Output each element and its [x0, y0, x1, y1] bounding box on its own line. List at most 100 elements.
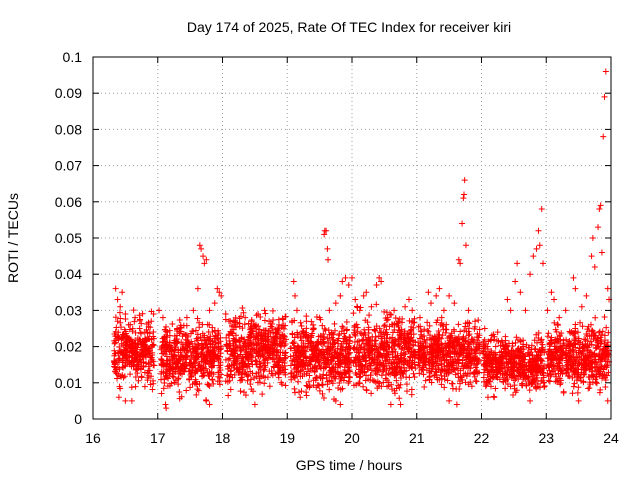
- data-point: [405, 348, 412, 355]
- data-point: [472, 347, 479, 354]
- data-point: [292, 292, 299, 299]
- data-point: [125, 321, 132, 328]
- data-point: [253, 350, 260, 357]
- data-point: [204, 321, 211, 328]
- data-point: [545, 330, 552, 337]
- data-point: [370, 360, 377, 367]
- data-point: [376, 325, 383, 332]
- data-point: [266, 383, 273, 390]
- data-point: [453, 386, 460, 393]
- data-point: [261, 343, 268, 350]
- data-point: [517, 289, 524, 296]
- data-point: [463, 328, 470, 335]
- data-point: [574, 389, 581, 396]
- data-point: [601, 345, 608, 352]
- data-point: [522, 366, 529, 373]
- data-point: [149, 386, 156, 393]
- data-point: [557, 351, 564, 358]
- data-point: [241, 389, 248, 396]
- data-point: [570, 330, 577, 337]
- data-point: [585, 344, 592, 351]
- data-point: [130, 307, 137, 314]
- data-point: [376, 274, 383, 281]
- data-point: [318, 365, 325, 372]
- data-point: [424, 327, 431, 334]
- data-point: [389, 321, 396, 328]
- data-point: [433, 369, 440, 376]
- data-point: [597, 334, 604, 341]
- data-point: [131, 318, 138, 325]
- data-point: [436, 334, 443, 341]
- data-point: [324, 381, 331, 388]
- data-point: [232, 321, 239, 328]
- data-point: [459, 357, 466, 364]
- data-point: [120, 374, 127, 381]
- data-point: [236, 315, 243, 322]
- data-point: [392, 315, 399, 322]
- data-point: [132, 366, 139, 373]
- data-point: [334, 354, 341, 361]
- data-point: [199, 321, 206, 328]
- data-point: [321, 340, 328, 347]
- data-point: [368, 367, 375, 374]
- data-point: [315, 350, 322, 357]
- data-point: [360, 346, 367, 353]
- data-point: [136, 317, 143, 324]
- data-point: [249, 354, 256, 361]
- data-point: [585, 385, 592, 392]
- data-point: [210, 371, 217, 378]
- data-point: [382, 358, 389, 365]
- data-point: [550, 354, 557, 361]
- data-point: [480, 350, 487, 357]
- data-point: [378, 329, 385, 336]
- data-point: [378, 383, 385, 390]
- data-point: [287, 353, 294, 360]
- data-point: [237, 344, 244, 351]
- data-point: [223, 334, 230, 341]
- data-point: [457, 373, 464, 380]
- data-point: [390, 368, 397, 375]
- data-point: [151, 362, 158, 369]
- data-point: [462, 362, 469, 369]
- data-point: [344, 368, 351, 375]
- y-tick-label: 0.04: [55, 266, 82, 282]
- data-point: [206, 369, 213, 375]
- data-point: [237, 388, 244, 395]
- data-point: [548, 334, 555, 341]
- data-point: [128, 397, 135, 404]
- data-point: [435, 328, 442, 335]
- data-point: [255, 311, 262, 318]
- data-point: [350, 310, 357, 317]
- data-point: [274, 329, 281, 336]
- data-point: [227, 318, 234, 325]
- data-point: [465, 307, 472, 314]
- data-point: [298, 322, 305, 329]
- data-point: [276, 340, 283, 347]
- data-point: [138, 330, 145, 337]
- data-point: [530, 253, 537, 260]
- data-point: [566, 358, 573, 365]
- data-point: [335, 370, 342, 377]
- data-point: [596, 371, 603, 378]
- data-point: [373, 354, 380, 361]
- data-point: [420, 371, 427, 378]
- data-point: [325, 256, 332, 263]
- data-point: [209, 329, 216, 336]
- data-point: [190, 359, 197, 366]
- data-point: [588, 349, 595, 356]
- data-point: [242, 353, 249, 360]
- data-point: [325, 351, 332, 358]
- data-point: [319, 381, 326, 388]
- data-point: [570, 367, 577, 374]
- data-point: [311, 363, 318, 370]
- data-point: [259, 335, 266, 342]
- data-point: [484, 358, 491, 365]
- data-point: [282, 313, 289, 320]
- data-point: [460, 346, 467, 353]
- data-point: [433, 292, 440, 299]
- data-point: [440, 307, 447, 314]
- data-point: [484, 379, 491, 386]
- data-point: [226, 377, 233, 384]
- data-point: [605, 329, 612, 336]
- data-point: [510, 373, 517, 380]
